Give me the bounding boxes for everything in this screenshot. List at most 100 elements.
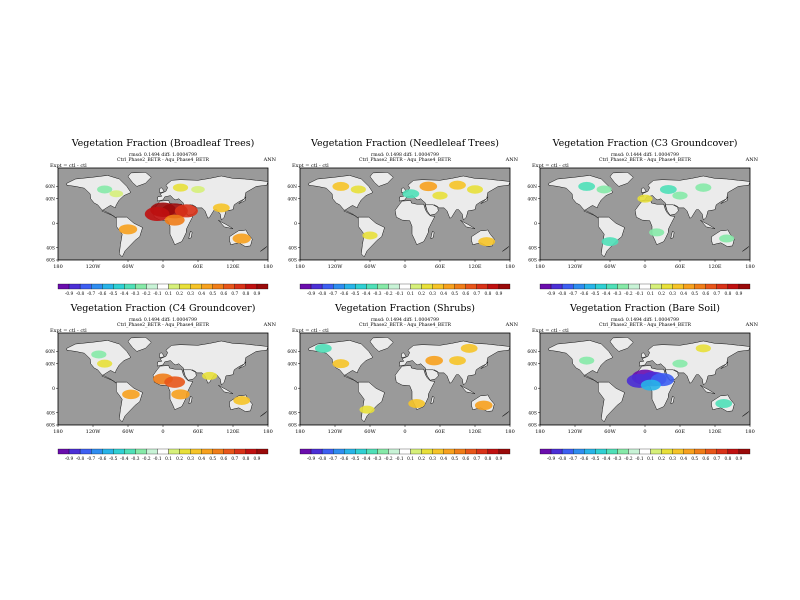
x-tick-label: 180 [53,429,63,435]
colorbar-swatch [190,448,202,455]
land-arabia [425,369,439,381]
colorbar-swatch [245,448,258,455]
colorbar-swatch [377,283,389,290]
land-arabia [665,204,679,216]
expt-label: Expt = ctl - ctl [50,163,87,169]
data-cell [601,237,619,247]
colorbar-label: -0.7 [87,292,96,297]
data-cell [432,191,448,200]
data-cell [474,400,493,411]
data-cell [578,181,596,191]
x-tick-label: 180 [263,429,273,435]
land-indonesia [460,384,476,394]
colorbar-swatch [727,448,740,455]
colorbar-label: 0.3 [429,457,436,462]
x-tick-label: 120W [568,429,584,435]
colorbar-swatch [738,448,751,455]
season-label: ANN [263,157,276,163]
x-tick-label: 0 [643,429,646,435]
colorbar-swatch [212,283,224,290]
colorbar-swatch [146,283,158,290]
x-tick-label: 60E [675,264,685,270]
panel-c4-groundcover: Vegetation Fraction (C4 Groundcover) rms… [45,303,278,473]
data-cell [232,233,251,244]
colorbar-swatch [223,283,235,290]
colorbar-label: -0.1 [635,457,644,462]
colorbar-label: -0.9 [307,292,316,297]
colorbar-swatch [694,448,706,455]
colorbar-swatch [683,448,695,455]
colorbar-label: -0.6 [98,292,107,297]
colorbar-swatch [443,448,455,455]
colorbar-label: -0.5 [351,457,360,462]
colorbar-label: -0.4 [362,292,371,297]
colorbar-swatch [410,283,422,290]
colorbar-swatch [168,448,180,455]
colorbar-label: 0.4 [440,457,447,462]
colorbar-swatch [550,448,563,455]
data-cell [332,359,350,369]
colorbar-swatch [539,448,552,455]
x-tick-label: 120E [226,264,240,270]
stats-line: rmsd: 0.1494 diff: 1.0004799 [129,153,197,158]
data-cell [164,214,185,226]
colorbar-label: 0.5 [209,457,216,462]
data-cell [91,350,107,359]
colorbar-label: -0.6 [340,292,349,297]
x-tick-label: 120W [328,264,344,270]
land-arabia [183,369,197,381]
colorbar-label: 0.9 [496,457,503,462]
colorbar-swatch [639,448,651,455]
colorbar-label: 0.8 [724,292,731,297]
colorbar-swatch [561,448,574,455]
data-cell [350,185,366,194]
y-tick-label: 0 [294,221,297,227]
colorbar-swatch [661,448,673,455]
colorbar-label: 0.2 [176,457,183,462]
land-madagascar [188,395,193,404]
colorbar-swatch [234,283,247,290]
colorbar-swatch [421,448,433,455]
colorbar-label: -0.5 [109,292,118,297]
x-tick-label: 0 [403,429,406,435]
x-tick-label: 180 [505,429,515,435]
y-tick-label: 40N [287,196,297,202]
colorbar-swatch [234,448,247,455]
colorbar-label: -0.5 [351,292,360,297]
land-indonesia [218,219,234,229]
chart-title: Vegetation Fraction (Bare Soil) [570,303,720,314]
land-indonesia [700,384,716,394]
x-tick-label: 0 [161,429,164,435]
y-tick-label: 0 [52,221,55,227]
colorbar-label: 0.1 [407,292,414,297]
colorbar-swatch [256,283,269,290]
colorbar-swatch [124,283,136,290]
colorbar-label: 0.6 [702,457,709,462]
colorbar-swatch [432,448,444,455]
colorbar-swatch [344,283,356,290]
stats-line: rmsd: 0.1494 diff: 1.0004799 [611,318,679,323]
land-africa [394,365,436,411]
data-cell [449,356,466,366]
data-cell [640,379,661,391]
colorbar-label: 0.8 [484,292,491,297]
colorbar-swatch [487,448,500,455]
y-tick-label: 60S [288,258,297,264]
colorbar-label: 0.6 [702,292,709,297]
colorbar-label: -0.1 [635,292,644,297]
expt-label: Expt = ctl - ctl [532,163,569,169]
colorbar-label: 0.4 [198,457,205,462]
colorbar-label: -0.2 [384,292,393,297]
data-cell [359,405,375,414]
land-africa [634,200,676,246]
x-tick-label: 180 [263,264,273,270]
colorbar-label: -0.8 [558,292,567,297]
chart-title: Vegetation Fraction (C3 Groundcover) [552,138,738,149]
x-tick-label: 60E [193,264,203,270]
case-line: Ctrl_Phase2_BETR - Aqu_Phase4_BETR [117,323,209,328]
colorbar-label: -0.7 [569,457,578,462]
colorbar-label: -0.6 [98,457,107,462]
colorbar-label: -0.7 [329,292,338,297]
y-tick-label: 60N [45,184,55,190]
colorbar-swatch [344,448,356,455]
